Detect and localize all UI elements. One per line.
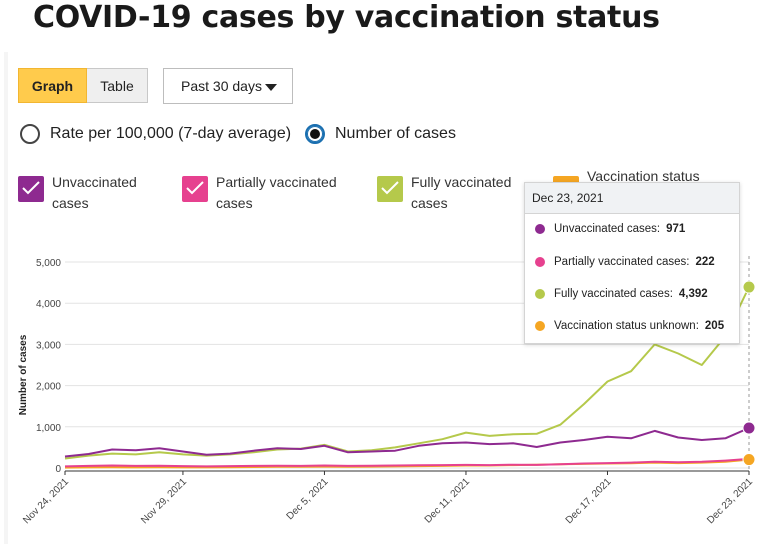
data-point-fully-vaccinated-cases [742, 280, 756, 294]
series-line-fully-vaccinated-cases [64, 286, 750, 460]
x-tick-label: Dec 5, 2021 [285, 476, 331, 522]
tooltip-value-unvaccinated: 971 [666, 223, 686, 235]
legend-sub-fully: cases [411, 195, 448, 211]
y-tick-label: 4,000 [36, 299, 61, 310]
checkmark-icon [22, 181, 40, 195]
legend-checkbox-partially[interactable] [182, 176, 208, 202]
series-line-partially-vaccinated-cases [64, 457, 750, 468]
tooltip-row-unknown: Vaccination status unknown: 205 [535, 320, 724, 332]
legend-label-partially: Partially vaccinated [216, 174, 337, 190]
x-tick-label: Nov 24, 2021 [21, 476, 71, 526]
checkmark-icon [381, 181, 399, 195]
y-tick-label: 0 [55, 464, 61, 475]
view-toggle: Graph Table [18, 68, 148, 103]
legend-sub-partially: cases [216, 195, 253, 211]
tooltip-label-partially: Partially vaccinated cases: [554, 256, 690, 268]
y-axis-label: Number of cases [18, 334, 29, 415]
legend-item-unvaccinated[interactable]: Unvaccinated cases [18, 172, 137, 214]
tooltip-dot-icon [535, 289, 545, 299]
tooltip-label-unknown: Vaccination status unknown: [554, 320, 699, 332]
tooltip-row-partially: Partially vaccinated cases: 222 [535, 256, 715, 268]
chevron-down-icon [265, 84, 277, 91]
radio-count-option[interactable]: Number of cases [305, 124, 456, 144]
date-range-select[interactable]: Past 30 days [163, 68, 293, 104]
y-tick-label: 2,000 [36, 382, 61, 393]
radio-rate-label: Rate per 100,000 (7-day average) [50, 125, 292, 142]
radio-rate-option[interactable]: Rate per 100,000 (7-day average) [20, 124, 291, 144]
date-range-value: Past 30 days [181, 78, 262, 94]
tooltip-dot-icon [535, 321, 545, 331]
legend-label-unvaccinated: Unvaccinated [52, 174, 137, 190]
tooltip-date: Dec 23, 2021 [525, 183, 739, 214]
radio-rate-circle[interactable] [20, 124, 40, 144]
data-point-unvaccinated-cases [742, 421, 756, 435]
tooltip-value-fully: 4,392 [678, 288, 708, 300]
legend-checkbox-fully[interactable] [377, 176, 403, 202]
tooltip-dot-icon [535, 257, 545, 267]
checkmark-icon [186, 181, 204, 195]
radio-count-circle[interactable] [305, 124, 325, 144]
legend-checkbox-unvaccinated[interactable] [18, 176, 44, 202]
tooltip-value-unknown: 205 [704, 320, 725, 332]
tooltip-label-unvaccinated: Unvaccinated cases: [554, 223, 661, 235]
legend-label-fully: Fully vaccinated [411, 174, 512, 190]
table-tab-button[interactable]: Table [87, 68, 148, 103]
x-tick-label: Nov 29, 2021 [139, 476, 189, 526]
series-line-unvaccinated-cases [64, 427, 750, 458]
page-title: COVID-19 cases by vaccination status [33, 0, 660, 35]
y-tick-label: 1,000 [36, 423, 61, 434]
x-tick-label: Dec 23, 2021 [705, 476, 755, 526]
graph-tab-button[interactable]: Graph [18, 68, 87, 103]
y-tick-label: 3,000 [36, 340, 61, 351]
tooltip-row-fully: Fully vaccinated cases: 4,392 [535, 288, 708, 300]
legend-item-partially[interactable]: Partially vaccinated cases [182, 172, 337, 214]
legend-item-fully[interactable]: Fully vaccinated cases [377, 172, 511, 214]
tooltip-label-fully: Fully vaccinated cases: [554, 288, 673, 300]
y-tick-label: 5,000 [36, 258, 61, 269]
radio-count-label: Number of cases [335, 125, 456, 142]
tooltip-row-unvaccinated: Unvaccinated cases: 971 [535, 223, 685, 235]
legend-label-unknown: Vaccination status [587, 168, 700, 184]
x-tick-label: Dec 11, 2021 [423, 476, 473, 526]
x-tick-label: Dec 17, 2021 [564, 476, 614, 526]
chart-tooltip: Dec 23, 2021 Unvaccinated cases: 971 Par… [524, 182, 740, 344]
data-point-vaccination-status-unknown [742, 453, 756, 467]
legend-sub-unvaccinated: cases [52, 195, 89, 211]
tooltip-value-partially: 222 [695, 256, 715, 268]
tooltip-dot-icon [535, 224, 545, 234]
